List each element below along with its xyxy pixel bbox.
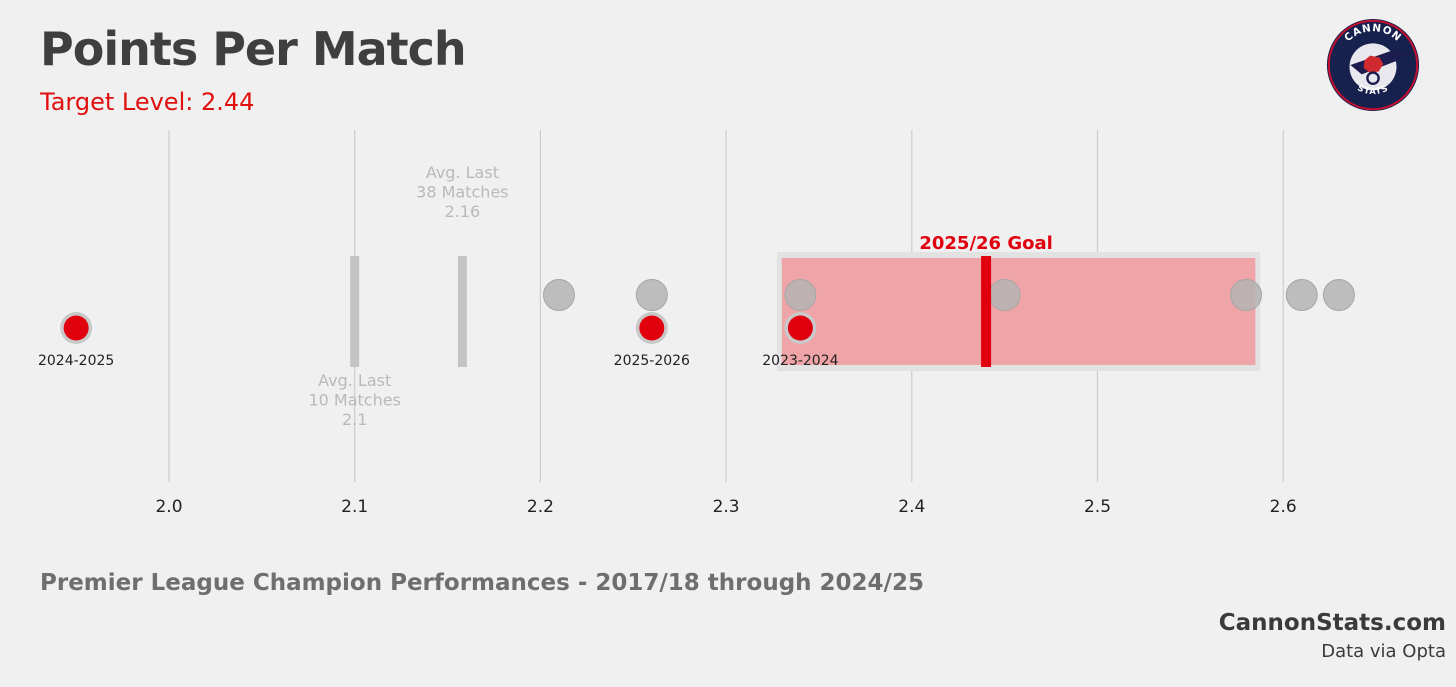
arsenal-season-point [63, 315, 89, 341]
arsenal-season-label: 2023-2024 [762, 353, 838, 369]
x-tick-label: 2.0 [155, 497, 182, 517]
svg-text:STATS: STATS [1356, 83, 1390, 97]
champion-season-point [988, 279, 1021, 311]
brand-site-text[interactable]: CannonStats.com [1218, 610, 1446, 636]
champion-season-point [1285, 279, 1318, 311]
chart-subtitle: Target Level: 2.44 [40, 88, 255, 116]
x-tick-label: 2.5 [1084, 497, 1111, 517]
champion-season-point [635, 279, 668, 311]
cannon-stats-logo: CANNON STATS [1326, 18, 1420, 112]
x-tick-label: 2.6 [1270, 497, 1297, 517]
avg-value-label: 2.16 [445, 202, 481, 221]
champion-season-point [1322, 279, 1355, 311]
x-tick-label: 2.3 [713, 497, 740, 517]
champion-season-point [784, 279, 817, 311]
x-tick-label: 2.1 [341, 497, 368, 517]
goal-line [981, 256, 992, 367]
goal-label: 2025/26 Goal [919, 233, 1052, 254]
avg-value-label: 2.1 [342, 410, 367, 429]
goal-band [781, 258, 1256, 365]
arsenal-season-point [787, 315, 813, 341]
avg-label: Avg. Last 38 Matches [416, 163, 508, 202]
data-source-text: Data via Opta [1321, 641, 1446, 662]
chart-title: Points Per Match [40, 22, 467, 76]
arsenal-season-point [639, 315, 665, 341]
avg-label: Avg. Last 10 Matches [308, 371, 400, 410]
avg-bar [350, 256, 360, 367]
arsenal-season-label: 2024-2025 [38, 353, 114, 369]
x-tick-label: 2.4 [898, 497, 925, 517]
champion-season-point [542, 279, 575, 311]
logo-text-bottom: STATS [1356, 83, 1389, 97]
avg-bar [457, 256, 467, 367]
arsenal-season-label: 2025-2026 [614, 353, 690, 369]
x-tick-label: 2.2 [527, 497, 554, 517]
chart-caption: Premier League Champion Performances - 2… [40, 570, 924, 596]
champion-season-point [1230, 279, 1263, 311]
